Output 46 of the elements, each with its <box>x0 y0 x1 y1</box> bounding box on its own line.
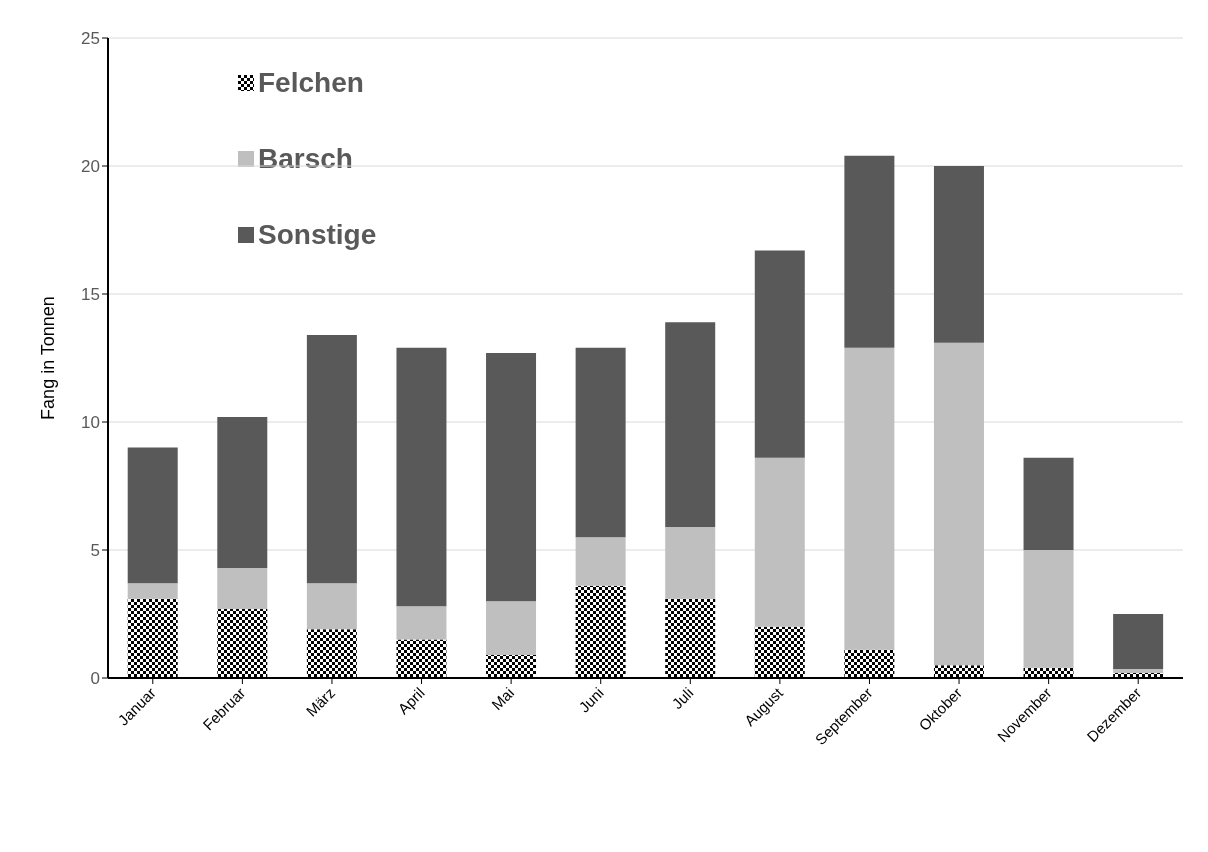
bar <box>1023 457 1074 550</box>
bar <box>754 457 805 627</box>
bar <box>575 347 626 538</box>
bar <box>217 416 268 568</box>
bar <box>575 537 626 586</box>
legend-label: Sonstige <box>258 219 377 250</box>
bar <box>486 601 537 655</box>
bar <box>1023 550 1074 668</box>
bar <box>396 606 447 640</box>
y-tick-label: 15 <box>81 285 100 305</box>
bar <box>127 598 178 678</box>
y-tick-label: 20 <box>81 157 100 177</box>
y-tick-label: 25 <box>81 29 100 49</box>
bar <box>844 347 895 650</box>
bar <box>665 598 716 678</box>
bar <box>306 583 357 630</box>
x-tick-label: Mai <box>488 684 518 714</box>
y-tick-label: 5 <box>90 541 100 561</box>
y-tick-label: 0 <box>90 669 100 689</box>
x-tick-label: Juli <box>668 684 697 713</box>
bar <box>1113 614 1164 670</box>
bar <box>844 155 895 348</box>
bar <box>396 639 447 678</box>
bar <box>665 322 716 527</box>
bar <box>933 665 984 678</box>
y-tick-label: 10 <box>81 413 100 433</box>
bar <box>127 583 178 599</box>
bar <box>665 526 716 599</box>
bar <box>486 352 537 602</box>
bar <box>306 334 357 584</box>
bar <box>575 585 626 678</box>
bar <box>754 250 805 458</box>
bar <box>486 654 537 678</box>
bar <box>754 626 805 678</box>
bar <box>396 347 447 607</box>
bar <box>306 629 357 678</box>
bar <box>844 649 895 678</box>
bar <box>217 567 268 609</box>
bar <box>1113 669 1164 673</box>
bar <box>933 166 984 343</box>
bar <box>933 342 984 666</box>
legend-label: Felchen <box>258 67 364 98</box>
bar <box>217 608 268 678</box>
legend-label: Barsch <box>258 143 353 174</box>
bar <box>127 447 178 584</box>
y-axis-title: Fang in Tonnen <box>38 296 59 420</box>
